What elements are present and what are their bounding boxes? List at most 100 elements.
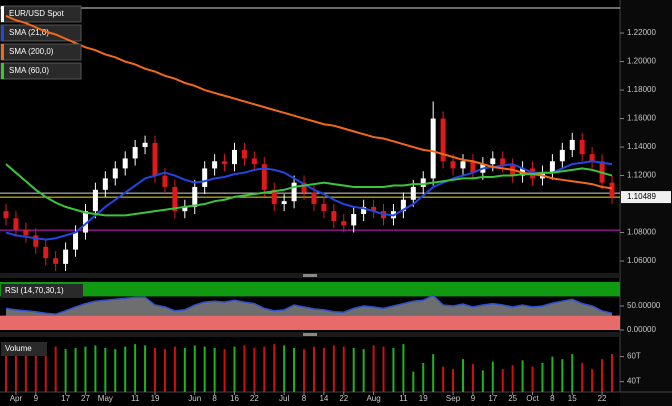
y-tick-label: 1.12000 <box>627 171 656 180</box>
volume-bar <box>382 346 385 392</box>
volume-bar <box>521 360 524 392</box>
volume-bar <box>322 347 325 392</box>
candle-body <box>331 211 337 222</box>
volume-bar <box>203 346 206 392</box>
volume-bar <box>571 354 574 392</box>
x-tick-label: 9 <box>34 394 39 403</box>
candle-body <box>341 221 347 226</box>
last-price-box <box>621 191 671 204</box>
candle-body <box>63 249 69 264</box>
candle-body <box>102 178 108 190</box>
volume-bar <box>312 346 315 392</box>
volume-bar <box>94 345 97 392</box>
y-tick-label: 1.14000 <box>627 142 656 151</box>
volume-bar <box>163 349 166 392</box>
rsi-area <box>6 295 612 316</box>
volume-bar <box>183 347 186 392</box>
rsi-line <box>5 294 613 315</box>
candle-body <box>43 246 49 259</box>
y-tick-label: 60T <box>627 352 641 361</box>
legend-label: SMA (200,0) <box>9 47 54 56</box>
x-tick-label: 22 <box>339 394 348 403</box>
candle-body <box>321 204 327 212</box>
volume-bar <box>44 344 47 392</box>
panel-title: RSI (14,70,30,1) <box>5 286 64 295</box>
candle-body <box>490 158 496 165</box>
sma-line <box>5 163 613 217</box>
candle-body <box>500 158 506 166</box>
candle-body <box>142 142 148 148</box>
candle-body <box>291 182 297 202</box>
volume-bar <box>442 366 445 392</box>
panel-handle <box>303 333 317 336</box>
volume-bar <box>611 354 613 392</box>
x-tick-label: 9 <box>471 394 476 403</box>
candle-body <box>420 178 426 187</box>
candle-body <box>579 139 585 155</box>
sma-line <box>5 15 613 190</box>
candle-body <box>132 147 138 159</box>
candle-body <box>549 161 555 173</box>
y-tick-label: 1.08000 <box>627 228 656 237</box>
x-tick-label: 19 <box>419 394 428 403</box>
volume-bar <box>402 344 405 392</box>
volume-bar <box>34 345 37 392</box>
volume-bar <box>233 346 236 392</box>
candle-body <box>152 142 158 176</box>
candle-body <box>470 161 476 173</box>
volume-bar <box>283 345 286 392</box>
volume-bar <box>501 369 504 392</box>
candle-body <box>231 149 237 165</box>
candle-body <box>33 235 39 247</box>
legend-swatch <box>1 6 4 22</box>
volume-bar <box>561 359 564 392</box>
candle-body <box>281 201 287 205</box>
volume-bar <box>243 345 246 392</box>
volume-bar <box>541 362 544 392</box>
volume-bar <box>432 354 435 392</box>
oversold-band <box>0 315 620 330</box>
legend-label: SMA (60,0) <box>9 66 49 75</box>
volume-bar <box>452 369 455 392</box>
volume-bar <box>362 349 365 392</box>
volume-bar <box>392 347 395 392</box>
volume-bar <box>84 346 87 392</box>
candle-body <box>450 161 456 169</box>
volume-bar <box>253 347 256 392</box>
candle-body <box>122 158 128 169</box>
volume-bar <box>263 346 266 392</box>
panel-title-box <box>1 342 47 356</box>
x-tick-label: Sep <box>446 394 461 403</box>
volume-bar <box>412 371 415 392</box>
legend-swatch <box>1 63 4 79</box>
candle-body <box>241 149 247 159</box>
volume-bar <box>5 349 7 392</box>
volume-bar <box>154 347 157 392</box>
legend-label: EUR/USD Spot <box>9 9 64 18</box>
volume-bar <box>352 347 355 392</box>
volume-bar <box>461 359 464 392</box>
x-tick-label: 17 <box>61 394 70 403</box>
y-tick-label: 1.20000 <box>627 57 656 66</box>
legend-swatch <box>1 44 4 60</box>
volume-bar <box>273 344 276 392</box>
volume-bar <box>422 362 425 392</box>
volume-bar <box>193 345 196 392</box>
x-tick-label: Oct <box>526 394 539 403</box>
candle-body <box>311 192 317 205</box>
y-tick-label: 1.18000 <box>627 85 656 94</box>
x-tick-label: 8 <box>302 394 307 403</box>
x-tick-label: 22 <box>250 394 259 403</box>
candle-body <box>609 182 615 197</box>
candle-body <box>3 211 9 219</box>
volume-bar <box>491 361 494 392</box>
candle-body <box>192 186 198 207</box>
candle-body <box>559 149 565 162</box>
candle-body <box>301 182 307 193</box>
x-tick-label: 19 <box>151 394 160 403</box>
candle-body <box>92 189 98 212</box>
y-tick-label: 1.06000 <box>627 256 656 265</box>
volume-bar <box>24 347 27 392</box>
x-tick-label: 8 <box>212 394 217 403</box>
